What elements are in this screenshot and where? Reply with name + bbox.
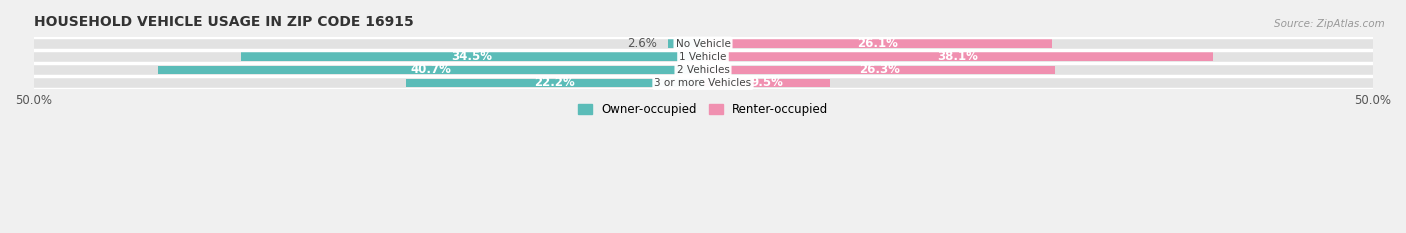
Bar	[34, 51, 703, 63]
Text: 22.2%: 22.2%	[534, 76, 575, 89]
Bar	[703, 77, 1372, 89]
Bar	[34, 77, 703, 89]
Text: 26.1%: 26.1%	[858, 37, 898, 50]
Bar	[703, 79, 830, 87]
Bar	[703, 65, 1054, 74]
Text: 38.1%: 38.1%	[938, 50, 979, 63]
Text: No Vehicle: No Vehicle	[675, 39, 731, 49]
Bar	[703, 64, 1372, 76]
Legend: Owner-occupied, Renter-occupied: Owner-occupied, Renter-occupied	[578, 103, 828, 116]
Bar	[668, 39, 703, 48]
Bar	[34, 38, 703, 50]
Text: 2.6%: 2.6%	[627, 37, 658, 50]
Bar	[703, 52, 1213, 61]
Text: 9.5%: 9.5%	[751, 76, 783, 89]
Text: Source: ZipAtlas.com: Source: ZipAtlas.com	[1274, 19, 1385, 29]
Bar	[703, 39, 1053, 48]
Text: 40.7%: 40.7%	[411, 63, 451, 76]
Bar	[703, 51, 1372, 63]
Bar	[240, 52, 703, 61]
Bar	[157, 65, 703, 74]
Text: 34.5%: 34.5%	[451, 50, 492, 63]
Text: 26.3%: 26.3%	[859, 63, 900, 76]
Text: 1 Vehicle: 1 Vehicle	[679, 52, 727, 62]
Bar	[703, 38, 1372, 50]
Bar	[34, 64, 703, 76]
Text: 2 Vehicles: 2 Vehicles	[676, 65, 730, 75]
Text: 3 or more Vehicles: 3 or more Vehicles	[654, 78, 752, 88]
Text: HOUSEHOLD VEHICLE USAGE IN ZIP CODE 16915: HOUSEHOLD VEHICLE USAGE IN ZIP CODE 1691…	[34, 15, 413, 29]
Bar	[406, 79, 703, 87]
